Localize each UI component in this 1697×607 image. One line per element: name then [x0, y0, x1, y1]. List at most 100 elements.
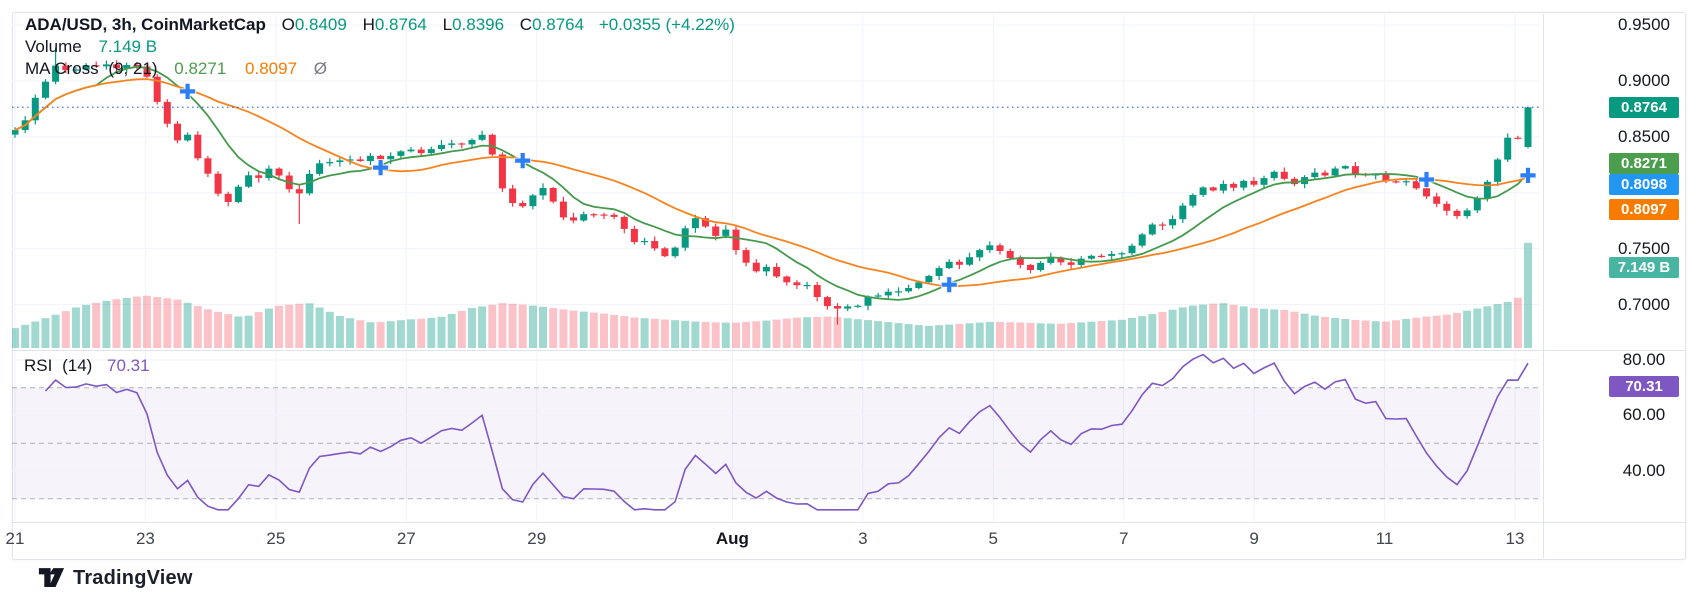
volume-bar	[671, 320, 680, 348]
price-axis-badge: 0.8764	[1609, 96, 1679, 118]
symbol-title[interactable]: ADA/USD, 3h, CoinMarketCap	[25, 15, 266, 34]
volume-bar	[640, 318, 649, 348]
volume-bar	[1463, 310, 1472, 348]
candle	[1311, 172, 1319, 178]
candle	[153, 76, 161, 102]
rsi-params: (14)	[62, 356, 93, 375]
candle	[925, 275, 933, 283]
volume-bar	[82, 304, 91, 348]
volume-bar	[1067, 323, 1076, 348]
candle	[397, 151, 405, 156]
price-axis-label: 0.9500	[1618, 15, 1670, 34]
candle	[214, 173, 222, 194]
ma-lines	[14, 65, 1529, 301]
volume-bar	[1128, 318, 1136, 348]
candle	[752, 262, 760, 272]
pane-borders	[12, 14, 1685, 558]
candle	[448, 143, 456, 145]
candle	[1250, 180, 1258, 185]
candle	[458, 143, 466, 145]
tradingview-logo-icon	[38, 568, 65, 587]
volume-bar	[102, 300, 111, 348]
volume-legend-row[interactable]: Volume 7.149 B	[25, 36, 735, 57]
candle	[1159, 224, 1166, 226]
volume-bar	[569, 310, 578, 348]
volume-bar	[518, 304, 527, 348]
time-axis-label: 21	[5, 529, 25, 548]
candle	[1280, 171, 1288, 179]
volume-bar	[1300, 313, 1309, 348]
candle	[1463, 210, 1471, 217]
volume-bar	[1280, 310, 1289, 348]
candle	[681, 228, 689, 248]
candle	[113, 64, 120, 69]
candle	[996, 245, 1004, 251]
volume-bar	[965, 323, 974, 348]
rsi-legend-row[interactable]: RSI (14) 70.31	[24, 356, 150, 376]
rsi-layer	[44, 353, 1529, 511]
open-value: 0.8409	[294, 15, 347, 34]
candle	[1443, 203, 1451, 211]
price-axis-badge: 0.8098	[1609, 173, 1679, 195]
volume-bar	[1290, 311, 1299, 348]
ma-fast-value: 0.8271	[174, 59, 227, 78]
volume-bar	[975, 322, 984, 348]
tradingview-watermark[interactable]: TradingView	[38, 566, 193, 590]
volume-bar	[285, 304, 294, 348]
volume-bar	[549, 308, 558, 348]
price-axis-label: 0.9000	[1618, 70, 1670, 90]
candle	[1128, 245, 1136, 254]
volume-bar	[498, 303, 507, 348]
volume-bar	[752, 321, 761, 348]
candle	[407, 149, 415, 152]
candle	[1402, 181, 1410, 183]
symbol-legend-row[interactable]: ADA/USD, 3h, CoinMarketCap O0.8409 H0.87…	[25, 14, 735, 35]
candle	[1382, 174, 1390, 182]
candle	[306, 173, 313, 194]
candle	[712, 226, 720, 236]
candles-layer	[12, 47, 1532, 325]
volume-bar	[437, 316, 446, 348]
volume-bar	[1178, 307, 1187, 348]
time-axis[interactable]: 21 23 25 27 29 Aug 3 5 7 9 11 13	[0, 523, 1685, 558]
candle	[1240, 180, 1248, 188]
chart-canvas[interactable]	[0, 0, 1697, 558]
candle	[976, 250, 984, 258]
volume-bar	[904, 324, 913, 348]
volume-bar	[539, 306, 547, 348]
price-axis[interactable]: 0.9500 0.9000 0.8500 0.7500 0.7000 0.8764 0.82…	[1543, 0, 1685, 558]
time-axis-label: 7	[1118, 529, 1129, 548]
volume-bar	[1453, 312, 1461, 348]
candle	[1148, 224, 1156, 235]
high-value: 0.8764	[374, 15, 427, 34]
volume-bar	[600, 313, 608, 348]
candle	[417, 149, 425, 154]
candle	[671, 247, 679, 257]
volume-bar	[478, 306, 487, 348]
candle	[498, 154, 506, 189]
candle	[915, 282, 923, 288]
candle	[854, 305, 862, 307]
candle	[1169, 219, 1177, 226]
volume-bar	[691, 321, 700, 348]
candle	[387, 155, 395, 160]
price-gridlines	[12, 24, 1540, 305]
candle	[1189, 195, 1197, 206]
candle	[945, 261, 953, 269]
volume-bar	[315, 307, 324, 348]
candle	[691, 218, 699, 229]
candle	[590, 214, 598, 216]
ma-cross-legend-row[interactable]: MA Cross (9, 21) 0.8271 0.8097 Ø	[25, 58, 735, 79]
volume-bar	[579, 311, 588, 348]
candle	[813, 285, 821, 297]
candle	[326, 162, 334, 164]
volume-bar	[31, 321, 40, 348]
time-axis-label: 3	[858, 529, 868, 548]
candle	[12, 130, 19, 135]
candle	[1098, 255, 1105, 257]
candle	[1179, 205, 1187, 220]
volume-bar	[996, 322, 1004, 348]
volume-bar	[620, 316, 629, 348]
candle	[864, 296, 872, 306]
volume-bar	[1219, 303, 1228, 348]
